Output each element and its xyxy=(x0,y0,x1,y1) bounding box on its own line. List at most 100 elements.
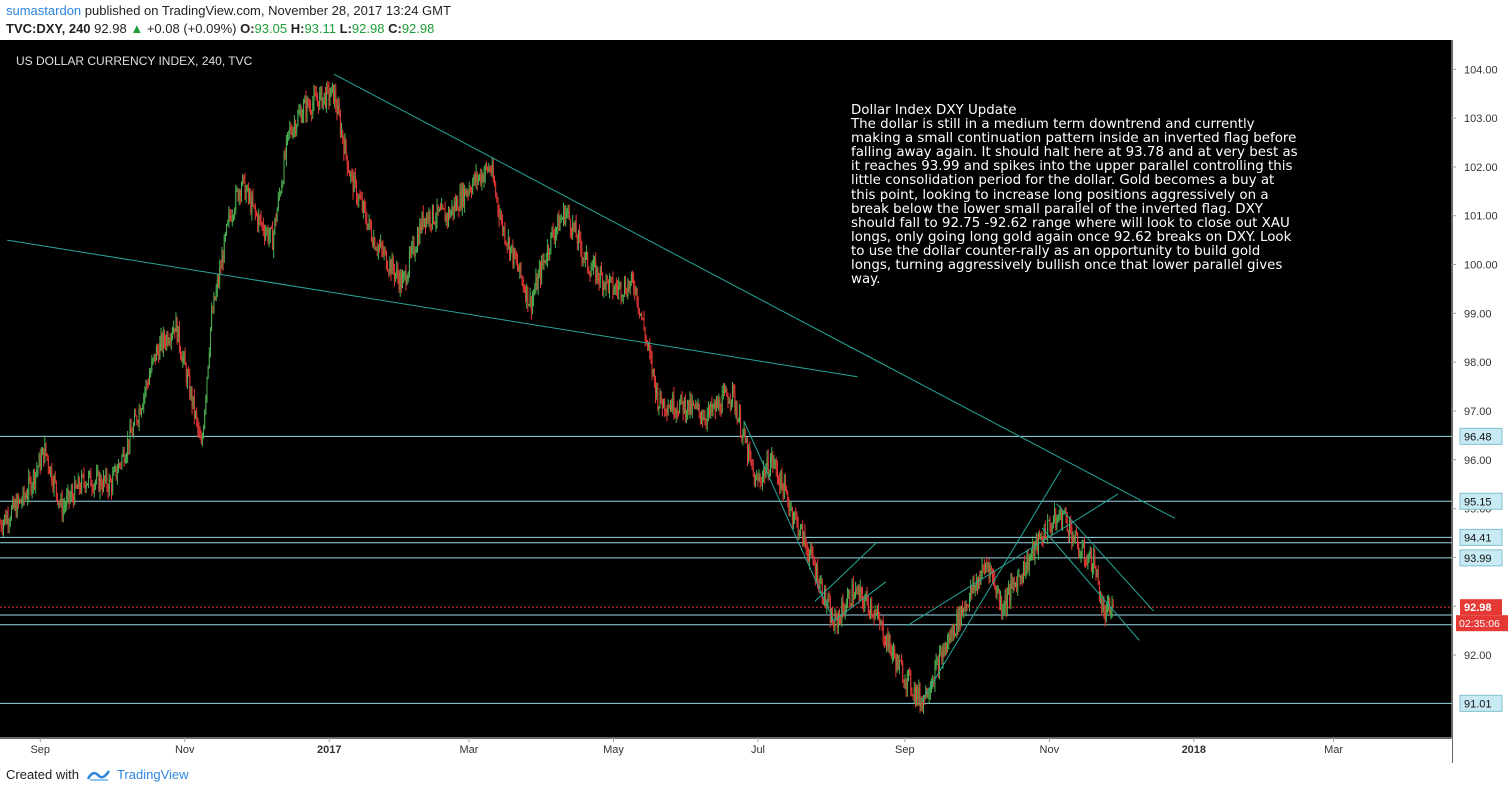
candle-down xyxy=(946,642,947,650)
price-axis[interactable]: 104.00 103.00 102.00 101.00 100.00 99.00 98.00… xyxy=(1452,40,1510,763)
candle-up xyxy=(1020,575,1022,579)
candle-up xyxy=(893,648,894,653)
candle-down xyxy=(518,267,520,272)
candle-down xyxy=(335,91,337,107)
candle-up xyxy=(1051,526,1053,532)
candle-down xyxy=(548,246,549,254)
candle-down xyxy=(601,269,602,275)
candle-up xyxy=(207,365,209,378)
candle-up xyxy=(280,192,282,194)
candle-down xyxy=(90,471,92,487)
candle-down xyxy=(444,209,446,222)
candle-down xyxy=(109,478,111,482)
candle-down xyxy=(1042,541,1044,543)
candle-down xyxy=(387,268,388,271)
candle-up xyxy=(728,401,730,404)
candle-down xyxy=(924,695,926,700)
candle-down xyxy=(1073,536,1075,543)
trendline xyxy=(814,542,877,602)
candle-up xyxy=(67,490,69,496)
candle-up xyxy=(63,506,65,508)
candle-down xyxy=(828,599,830,601)
candle-up xyxy=(103,476,104,490)
candle-up xyxy=(935,661,937,667)
candle-up xyxy=(464,189,466,205)
candle-down xyxy=(115,466,117,478)
candle-up xyxy=(441,205,443,210)
candle-down xyxy=(740,411,742,437)
candle-up xyxy=(456,199,457,209)
candle-down xyxy=(250,194,252,213)
candle-up xyxy=(138,408,140,423)
candle-down xyxy=(197,419,199,430)
candle-up xyxy=(1100,599,1101,602)
candle-down xyxy=(767,457,769,477)
candle-down xyxy=(650,352,652,358)
candle-down xyxy=(633,279,635,290)
candle-down xyxy=(637,303,639,309)
candle-up xyxy=(819,581,821,589)
candle-up xyxy=(85,484,87,489)
candle-down xyxy=(348,168,349,172)
candle-up xyxy=(491,165,493,173)
candle-down xyxy=(381,242,383,249)
candle-up xyxy=(870,603,871,615)
candle-down xyxy=(7,514,9,525)
created-with-text: Created with xyxy=(6,767,79,782)
candle-up xyxy=(38,454,40,467)
candle-down xyxy=(860,587,862,592)
candle-up xyxy=(981,565,983,576)
candle-down xyxy=(664,399,666,411)
open-value: 93.05 xyxy=(254,21,288,36)
tradingview-logo-icon xyxy=(86,769,111,781)
candle-down xyxy=(587,252,589,270)
candle-up xyxy=(648,345,650,347)
note-body: The dollar is still in a medium term dow… xyxy=(851,117,1298,288)
candle-up xyxy=(614,285,616,292)
candle-down xyxy=(636,288,638,304)
candle-down xyxy=(486,165,487,168)
candle-up xyxy=(1028,558,1030,570)
candle-up xyxy=(28,476,30,495)
time-axis[interactable]: Sep Nov 2017 Mar May Jul Sep Nov 2018 Mar xyxy=(0,738,1452,763)
candle-up xyxy=(66,495,68,506)
candle-up xyxy=(934,666,936,685)
candle-down xyxy=(333,84,334,103)
candle-down xyxy=(446,213,448,221)
candle-down xyxy=(169,341,171,343)
candle-up xyxy=(730,399,732,404)
candle-down xyxy=(474,175,476,183)
candle-down xyxy=(437,205,439,212)
y-tick-label: 97.00 xyxy=(1464,406,1492,418)
candle-down xyxy=(349,171,351,177)
candle-down xyxy=(346,155,348,169)
tradingview-link[interactable]: TradingView xyxy=(116,767,189,782)
author-link[interactable]: sumastardon xyxy=(6,3,82,18)
candle-down xyxy=(786,489,788,493)
candle-down xyxy=(443,208,445,210)
candle-up xyxy=(680,394,682,403)
candle-down xyxy=(1055,510,1057,528)
candle-down xyxy=(43,448,45,463)
candle-down xyxy=(747,441,748,461)
candle-up xyxy=(322,97,324,108)
candle-up xyxy=(438,208,440,212)
candle-up xyxy=(224,234,226,237)
candle-down xyxy=(1033,542,1035,557)
candle-down xyxy=(879,617,881,625)
candle-up xyxy=(206,377,208,397)
candle-up xyxy=(241,185,242,197)
candle-up xyxy=(246,185,248,191)
candle-down xyxy=(137,422,139,424)
price-chart[interactable]: US DOLLAR CURRENCY INDEX, 240, TVC 104.0… xyxy=(0,40,1510,763)
candle-down xyxy=(910,672,912,691)
candle-down xyxy=(595,260,597,281)
candle-up xyxy=(551,229,553,233)
candle-up xyxy=(1023,561,1024,581)
candle-down xyxy=(778,478,779,481)
candle-down xyxy=(665,410,667,412)
candle-up xyxy=(1105,606,1107,621)
candle-up xyxy=(445,213,447,222)
candle-down xyxy=(977,580,978,589)
chart-background xyxy=(0,40,1510,763)
